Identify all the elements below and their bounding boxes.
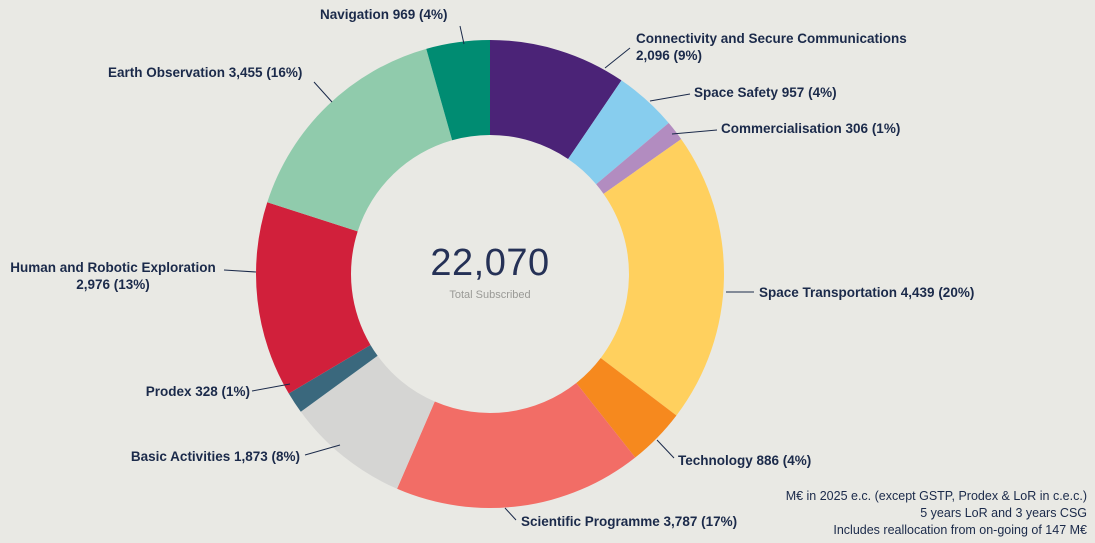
slice-technology[interactable]: Technology 886 (4%) xyxy=(576,358,677,458)
donut-slices: Connectivity and Secure Communications 2… xyxy=(256,40,725,509)
leader-line-basic-activities xyxy=(304,444,341,456)
slice-earth-observation[interactable]: Earth Observation 3,455 (16%) xyxy=(267,48,453,232)
slice-label-basic-activities: Basic Activities 1,873 (8%) xyxy=(130,449,300,464)
leader-line-commercialisation xyxy=(671,129,718,135)
slice-human-and-robotic-exploration[interactable]: Human and Robotic Exploration 2,976 (13%… xyxy=(256,202,371,394)
slice-space-safety[interactable]: Space Safety 957 (4%) xyxy=(568,80,669,185)
leader-lines xyxy=(223,25,754,521)
slice-scientific-programme[interactable]: Scientific Programme 3,787 (17%) xyxy=(397,382,636,509)
leader-line-prodex xyxy=(251,383,291,392)
slice-navigation[interactable]: Navigation 969 (4%) xyxy=(426,40,490,141)
leader-line-human-and-robotic-exploration xyxy=(223,269,257,273)
slice-label-connectivity-and-secure-communications: Connectivity and Secure Communications 2… xyxy=(636,31,907,63)
slice-label-technology: Technology 886 (4%) xyxy=(678,453,812,468)
footnotes: M€ in 2025 e.c. (except GSTP, Prodex & L… xyxy=(786,488,1087,539)
leader-line-connectivity xyxy=(604,47,631,69)
leader-line-earth-observation xyxy=(313,81,333,103)
footnote-line-1: M€ in 2025 e.c. (except GSTP, Prodex & L… xyxy=(785,489,1087,503)
slice-prodex[interactable]: Prodex 328 (1%) xyxy=(288,344,378,412)
leader-line-navigation xyxy=(459,25,465,45)
slice-label-space-transportation: Space Transportation 4,439 (20%) xyxy=(759,285,975,300)
slice-label-human-and-robotic-exploration: Human and Robotic Exploration 2,976 (13%… xyxy=(10,260,216,292)
slice-label-earth-observation: Earth Observation 3,455 (16%) xyxy=(108,65,303,80)
leader-line-space-safety xyxy=(649,93,691,102)
leader-line-technology xyxy=(656,439,675,459)
slice-connectivity-and-secure-communications[interactable]: Connectivity and Secure Communications 2… xyxy=(490,40,622,160)
slice-space-transportation[interactable]: Space Transportation 4,439 (20%) xyxy=(600,139,725,416)
slice-label-space-safety: Space Safety 957 (4%) xyxy=(694,85,837,100)
slice-label-commercialisation: Commercialisation 306 (1%) xyxy=(721,121,901,136)
slice-basic-activities[interactable]: Basic Activities 1,873 (8%) xyxy=(300,355,435,489)
slice-commercialisation[interactable]: Commercialisation 306 (1%) xyxy=(596,122,682,194)
leader-line-scientific-programme xyxy=(504,507,517,521)
footnote-line-3: Includes reallocation from on-going of 1… xyxy=(833,523,1087,537)
slice-label-prodex: Prodex 328 (1%) xyxy=(145,384,250,399)
footnote-line-2: 5 years LoR and 3 years CSG xyxy=(920,506,1087,520)
slice-label-navigation: Navigation 969 (4%) xyxy=(320,7,448,22)
slice-label-scientific-programme: Scientific Programme 3,787 (17%) xyxy=(521,514,738,529)
